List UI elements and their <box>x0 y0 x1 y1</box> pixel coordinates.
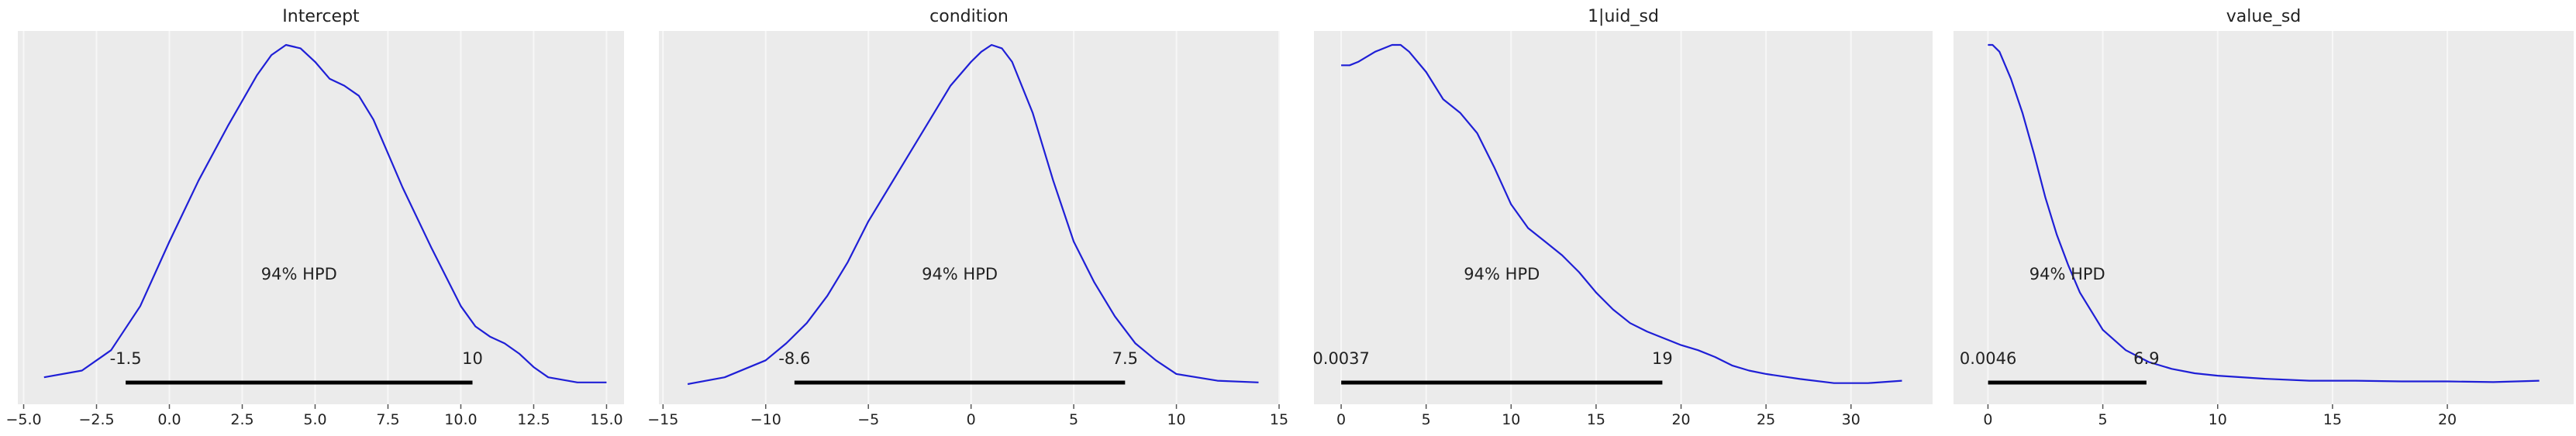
x-tick-label: 5.0 <box>303 411 326 428</box>
density-curve <box>43 43 607 383</box>
hpd-lower-label: -8.6 <box>778 349 810 368</box>
x-tick-label: 15 <box>1587 411 1605 428</box>
density-curve <box>1341 43 1902 384</box>
hpd-lower-label: -1.5 <box>110 349 142 368</box>
x-tick-label: 5 <box>1422 411 1431 428</box>
hpd-upper-label: 7.5 <box>1112 349 1138 368</box>
hpd-lower-label: 0.0037 <box>1312 349 1369 368</box>
x-tick-label: 15.0 <box>590 411 622 428</box>
x-tick-label: 7.5 <box>376 411 399 428</box>
x-tick-label: −2.5 <box>78 411 114 428</box>
subplot-3: 1|uid_sd 0 5 10 15 20 25 30 94% HPD 0.0037 19 <box>1312 7 1933 428</box>
x-tick-label: 5 <box>1069 411 1078 428</box>
hpd-upper-label: 19 <box>1652 349 1673 368</box>
subplot-4: value_sd 0 5 10 15 20 94% HPD 0.0046 6.9 <box>1954 7 2574 428</box>
x-tick-label: −15 <box>647 411 678 428</box>
x-tick-label: 10 <box>2209 411 2227 428</box>
x-tick-label: 0 <box>1983 411 1992 428</box>
x-tick-label: 10.0 <box>444 411 477 428</box>
x-tick-label: −5 <box>857 411 879 428</box>
subplot-2: condition −15 −10 −5 0 5 10 15 94% HPD -8.6 7.5 <box>647 7 1288 428</box>
x-tick-label: 25 <box>1757 411 1775 428</box>
x-tick-label: 30 <box>1842 411 1860 428</box>
subplot-title: value_sd <box>2226 7 2302 26</box>
x-tick-label: 10 <box>1502 411 1520 428</box>
density-curve <box>687 43 1259 386</box>
hpd-upper-label: 6.9 <box>2133 349 2159 368</box>
plot-area <box>18 31 624 404</box>
x-tick-label: 20 <box>1671 411 1690 428</box>
subplot-title: Intercept <box>282 7 360 26</box>
plot-area <box>1314 31 1933 404</box>
x-tick-label: 20 <box>2438 411 2457 428</box>
x-tick-label: 10 <box>1167 411 1185 428</box>
hpd-label: 94% HPD <box>2029 265 2105 283</box>
hpd-lower-label: 0.0046 <box>1960 349 2016 368</box>
x-tick-label: 12.5 <box>517 411 550 428</box>
subplot-1: Intercept −5.0 −2.5 0.0 2.5 5.0 7.5 10.0 12.5 15.… <box>5 7 624 428</box>
density-curve <box>1988 43 2540 383</box>
hpd-label: 94% HPD <box>922 265 998 283</box>
x-tick-label: 0 <box>1336 411 1346 428</box>
subplot-title: condition <box>929 7 1009 26</box>
x-tick-label: −5.0 <box>5 411 41 428</box>
plot-area <box>659 31 1279 404</box>
hpd-upper-label: 10 <box>462 349 483 368</box>
x-tick-label: 0 <box>967 411 976 428</box>
subplot-title: 1|uid_sd <box>1588 7 1659 26</box>
x-tick-label: 0.0 <box>157 411 181 428</box>
hpd-label: 94% HPD <box>1464 265 1540 283</box>
x-tick-label: 15 <box>2323 411 2342 428</box>
x-tick-label: 2.5 <box>230 411 253 428</box>
x-tick-label: 15 <box>1270 411 1288 428</box>
hpd-label: 94% HPD <box>261 265 337 283</box>
x-tick-label: 5 <box>2098 411 2108 428</box>
plot-area <box>1954 31 2574 404</box>
x-tick-label: −10 <box>750 411 781 428</box>
